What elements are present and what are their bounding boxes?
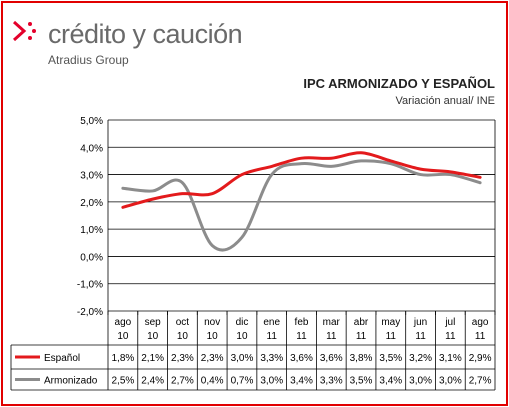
x-category-label: 11 xyxy=(386,331,397,342)
data-label: 2,3% xyxy=(171,353,194,364)
data-label: 3,2% xyxy=(409,353,432,364)
y-tick-label: 3,0% xyxy=(80,171,103,182)
data-label: 3,3% xyxy=(260,353,283,364)
x-category-label: 11 xyxy=(356,331,367,342)
x-category-label: 10 xyxy=(147,331,159,342)
x-category-label: jun xyxy=(413,317,427,328)
data-label: 3,5% xyxy=(350,376,373,387)
chevron-logo-icon xyxy=(12,20,36,42)
data-label: 3,0% xyxy=(409,376,432,387)
x-category-label: nov xyxy=(204,317,220,328)
series-line-armonizado xyxy=(121,159,482,252)
y-tick-label: 2,0% xyxy=(80,198,103,209)
data-label: 3,0% xyxy=(439,376,462,387)
data-label: 0,4% xyxy=(201,376,224,387)
data-label: 2,4% xyxy=(141,376,164,387)
legend-label: Español xyxy=(44,353,80,364)
x-category-label: ene xyxy=(263,317,280,328)
data-label: 2,1% xyxy=(141,353,164,364)
data-label: 2,7% xyxy=(171,376,194,387)
data-label: 2,9% xyxy=(469,353,492,364)
y-tick-label: 5,0% xyxy=(80,116,103,127)
x-category-label: 11 xyxy=(475,331,486,342)
data-label: 3,8% xyxy=(350,353,373,364)
x-category-label: 11 xyxy=(267,331,278,342)
data-label: 2,5% xyxy=(111,376,134,387)
x-category-label: 11 xyxy=(445,331,456,342)
data-label: 0,7% xyxy=(231,376,254,387)
x-category-label: feb xyxy=(295,317,309,328)
x-category-label: oct xyxy=(176,317,190,328)
x-category-label: 11 xyxy=(326,331,337,342)
y-tick-label: -2,0% xyxy=(77,307,103,318)
y-tick-label: 0,0% xyxy=(80,252,103,263)
y-tick-label: 4,0% xyxy=(80,143,103,154)
data-label: 3,0% xyxy=(260,376,283,387)
data-label: 1,8% xyxy=(111,353,134,364)
x-category-label: 10 xyxy=(207,331,219,342)
x-category-label: ago xyxy=(472,317,489,328)
series-line-espanol xyxy=(121,151,482,209)
x-category-label: abr xyxy=(354,317,369,328)
data-label: 3,4% xyxy=(379,376,402,387)
x-category-label: 10 xyxy=(236,331,248,342)
x-category-label: ago xyxy=(115,317,132,328)
data-label: 3,0% xyxy=(231,353,254,364)
y-tick-label: 1,0% xyxy=(80,225,103,236)
x-category-label: sep xyxy=(145,317,162,328)
data-label: 3,1% xyxy=(439,353,462,364)
x-category-label: jul xyxy=(444,317,455,328)
data-label: 2,7% xyxy=(469,376,492,387)
x-category-label: 11 xyxy=(296,331,307,342)
x-category-label: dic xyxy=(236,317,249,328)
brand-name: crédito y caución xyxy=(48,19,243,49)
y-tick-label: -1,0% xyxy=(77,280,103,291)
chart-subtitle: Variación anual/ INE xyxy=(395,95,495,107)
data-label: 2,3% xyxy=(201,353,224,364)
data-label: 3,6% xyxy=(320,353,343,364)
x-category-label: 11 xyxy=(415,331,426,342)
legend-label: Armonizado xyxy=(44,376,98,387)
x-category-label: may xyxy=(381,317,400,328)
data-label: 3,4% xyxy=(290,376,313,387)
x-category-label: 10 xyxy=(177,331,189,342)
data-label: 3,3% xyxy=(320,376,343,387)
x-category-label: mar xyxy=(323,317,341,328)
data-label: 3,5% xyxy=(379,353,402,364)
brand-group: Atradius Group xyxy=(48,53,129,67)
chart-title: IPC ARMONIZADO Y ESPAÑOL xyxy=(303,76,495,91)
x-category-label: 10 xyxy=(117,331,129,342)
data-label: 3,6% xyxy=(290,353,313,364)
